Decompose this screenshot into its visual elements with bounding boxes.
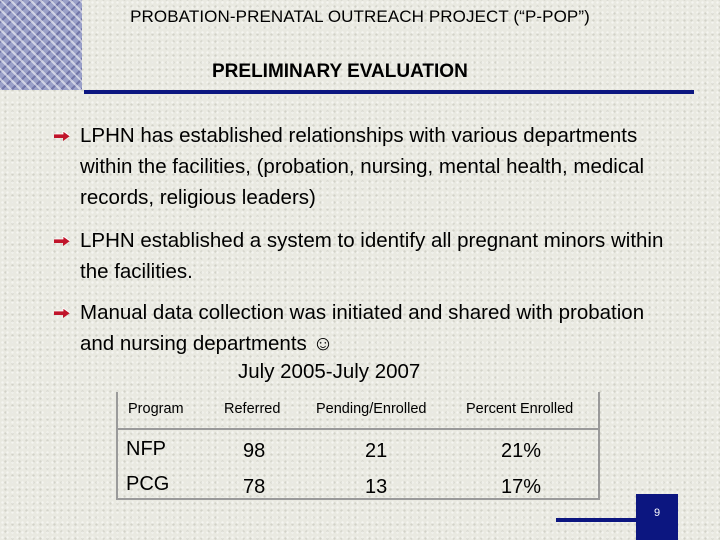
table-cell-program: PCG <box>126 473 170 495</box>
table-header-pending-enrolled: Pending/Enrolled <box>316 401 427 417</box>
right-arrow-icon <box>54 308 70 318</box>
table-cell-referred: 78 <box>243 476 266 498</box>
bullet-text: Manual data collection was initiated and… <box>80 301 645 355</box>
table-cell-program: NFP <box>126 438 166 460</box>
table-header-row <box>116 392 600 430</box>
page-number: 9 <box>653 507 661 519</box>
bullet-text: LPHN has established relationships with … <box>80 124 645 209</box>
enrollment-table <box>116 392 600 500</box>
table-cell-pending-enrolled: 21 <box>365 440 388 462</box>
table-cell-percent-enrolled: 17% <box>501 476 542 498</box>
table-cell-pending-enrolled: 13 <box>365 476 388 498</box>
table-cell-percent-enrolled: 21% <box>501 440 542 462</box>
date-range-label: July 2005-July 2007 <box>238 360 421 383</box>
decorative-crosshatch-panel <box>0 0 82 90</box>
page-number-block <box>636 494 678 540</box>
table-header-referred: Referred <box>224 401 281 417</box>
bullet-item: LPHN has established relationships with … <box>50 120 670 213</box>
right-arrow-icon <box>54 131 70 141</box>
table-header-program: Program <box>128 401 184 417</box>
bullet-list: LPHN has established relationships with … <box>50 120 670 368</box>
bullet-item: Manual data collection was initiated and… <box>50 297 670 359</box>
slide-subtitle: PRELIMINARY EVALUATION <box>212 61 468 82</box>
right-arrow-icon <box>54 236 70 246</box>
bullet-item: LPHN established a system to identify al… <box>50 225 670 287</box>
table-cell-referred: 98 <box>243 440 266 462</box>
bullet-text: LPHN established a system to identify al… <box>80 229 664 283</box>
footer-bar <box>556 518 678 522</box>
table-header-percent-enrolled: Percent Enrolled <box>466 401 574 417</box>
title-underline-bar <box>84 90 694 94</box>
slide-title: PROBATION-PRENATAL OUTREACH PROJECT (“P-… <box>130 7 590 26</box>
